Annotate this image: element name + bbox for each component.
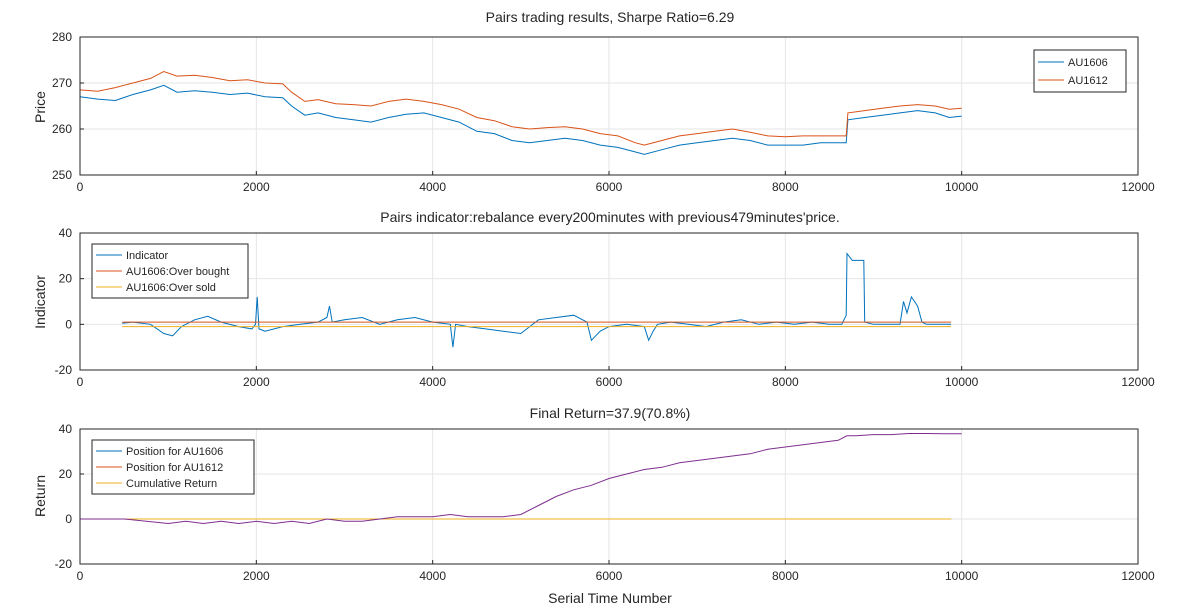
- x-tick-label: 6000: [596, 569, 623, 583]
- x-tick-label: 10000: [945, 375, 979, 389]
- legend-entry: Cumulative Return: [126, 478, 217, 490]
- axes-frame: [79, 36, 1139, 176]
- legend-entry: AU1606: [1068, 57, 1108, 69]
- legend-entry: Indicator: [126, 250, 169, 262]
- indicator-panel: Pairs indicator:rebalance every200minute…: [32, 209, 1155, 389]
- y-tick-label: 40: [59, 226, 73, 240]
- series-line-unlabeled-3: [80, 433, 962, 525]
- y-tick-label: 270: [52, 76, 72, 90]
- x-tick-label: 10000: [945, 569, 979, 583]
- return-plot-area: 0 2000 4000 6000 8000 10000 12000 -20 0 20 40 Posit…: [55, 422, 1155, 583]
- series-line-indicator: [122, 252, 952, 348]
- x-tick-label: 0: [77, 180, 84, 194]
- y-tick-label: -20: [55, 363, 73, 377]
- x-tick-label: 8000: [772, 375, 799, 389]
- x-tick-label: 0: [77, 569, 84, 583]
- legend-entry: AU1612: [1068, 75, 1108, 87]
- y-tick-label: 0: [65, 512, 72, 526]
- x-tick-label: 0: [77, 375, 84, 389]
- indicator-y-axis-label: Indicator: [32, 275, 48, 329]
- x-tick-label: 10000: [945, 180, 979, 194]
- price-y-axis-label: Price: [32, 91, 48, 123]
- y-tick-label: 20: [59, 467, 73, 481]
- axes-frame: [79, 232, 1139, 371]
- x-tick-label: 6000: [596, 180, 623, 194]
- y-tick-label: -20: [55, 557, 73, 571]
- indicator-plot-area: 0 2000 4000 6000 8000 10000 12000 -20 0 20 40 Indic…: [55, 226, 1155, 389]
- series-line-au1612: [79, 70, 962, 146]
- price-panel: Pairs trading results, Sharpe Ratio=6.29…: [32, 9, 1155, 194]
- legend-entry: AU1606:Over sold: [126, 282, 216, 294]
- return-y-axis-label: Return: [32, 475, 48, 517]
- y-tick-label: 0: [65, 317, 72, 331]
- y-tick-label: 20: [59, 272, 73, 286]
- x-tick-label: 12000: [1121, 375, 1155, 389]
- x-tick-label: 8000: [772, 180, 799, 194]
- x-tick-label: 4000: [419, 180, 446, 194]
- x-tick-label: 6000: [596, 375, 623, 389]
- legend: AU1606 AU1612: [1033, 49, 1127, 93]
- x-tick-label: 8000: [772, 569, 799, 583]
- series-line-au1606: [79, 84, 962, 155]
- y-tick-label: 280: [52, 30, 72, 44]
- x-axis-label: Serial Time Number: [548, 590, 672, 606]
- legend: Position for AU1606 Position for AU1612 Cu…: [91, 439, 255, 495]
- price-plot-area: 0 2000 4000 6000 8000 10000 12000 250 260 270 280 A…: [52, 30, 1155, 194]
- x-tick-label: 12000: [1121, 569, 1155, 583]
- x-tick-label: 2000: [243, 180, 270, 194]
- y-tick-label: 40: [59, 422, 73, 436]
- x-tick-label: 12000: [1121, 180, 1155, 194]
- legend: Indicator AU1606:Over bought AU1606:Over s…: [91, 243, 249, 299]
- x-tick-label: 2000: [243, 375, 270, 389]
- x-tick-label: 2000: [243, 569, 270, 583]
- price-panel-title: Pairs trading results, Sharpe Ratio=6.29: [486, 9, 735, 25]
- legend-entry: Position for AU1606: [126, 446, 223, 458]
- axes-frame: [79, 428, 1139, 565]
- legend-entry: AU1606:Over bought: [126, 266, 229, 278]
- y-tick-label: 260: [52, 122, 72, 136]
- x-tick-label: 4000: [419, 375, 446, 389]
- return-panel-title: Final Return=37.9(70.8%): [530, 405, 691, 421]
- legend-entry: Position for AU1612: [126, 462, 223, 474]
- y-tick-label: 250: [52, 168, 72, 182]
- x-tick-label: 4000: [419, 569, 446, 583]
- legend-box: [1033, 49, 1127, 93]
- indicator-panel-title: Pairs indicator:rebalance every200minute…: [380, 209, 839, 225]
- legend-box: [91, 243, 249, 299]
- return-panel: Final Return=37.9(70.8%) Return 0 2000 400…: [32, 405, 1155, 583]
